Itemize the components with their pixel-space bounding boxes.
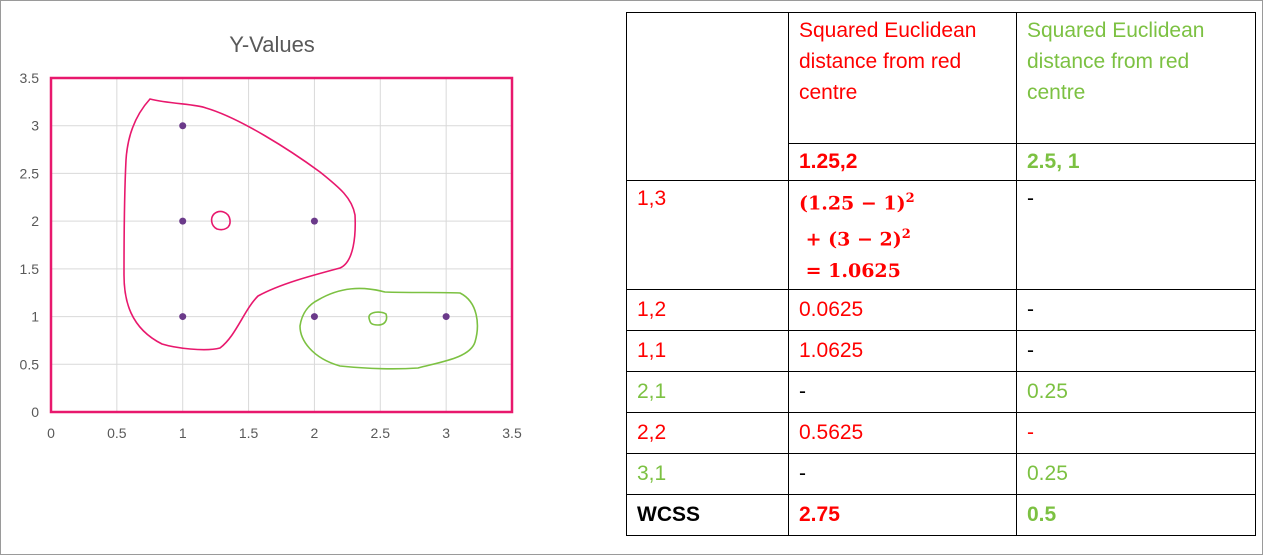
x-tick-label: 1	[179, 425, 187, 441]
red-distance: -	[788, 370, 1017, 413]
header-empty-cell	[626, 12, 789, 181]
red-distance: 1.0625	[788, 329, 1017, 372]
data-point	[310, 217, 318, 225]
wcss-red-total: 2.75	[788, 493, 1017, 536]
green-cluster-outline	[299, 287, 479, 370]
data-point	[310, 313, 318, 321]
red-distance: -	[788, 452, 1017, 495]
y-tick-label: 3	[31, 118, 39, 134]
y-tick-label: 0	[31, 404, 39, 420]
data-point	[179, 122, 187, 130]
green-distance: 0.25	[1016, 370, 1256, 413]
green-centre-coords: 2.5, 1	[1016, 143, 1256, 181]
point-label: 2,1	[626, 370, 789, 413]
y-tick-label: 0.5	[20, 356, 40, 372]
x-tick-label: 0.5	[107, 425, 127, 441]
red-distance: 0.0625	[788, 288, 1017, 331]
green-centre-mark	[368, 311, 388, 326]
x-tick-label: 1.5	[239, 425, 259, 441]
cluster-annotations	[123, 98, 479, 370]
point-label: 3,1	[626, 452, 789, 495]
wcss-green-total: 0.5	[1016, 493, 1256, 536]
point-label: 1,3	[626, 180, 789, 290]
formula-line-2: + (3 − 2)	[805, 228, 902, 251]
wcss-label: WCSS	[626, 493, 789, 536]
formula-exponent: 2	[905, 191, 915, 206]
red-centre-coords: 1.25,2	[788, 143, 1017, 181]
distance-table: Squared Euclidean distance from red cent…	[626, 12, 1256, 536]
data-point	[442, 313, 450, 321]
data-points	[179, 122, 450, 321]
y-tick-label: 1	[31, 309, 39, 325]
header-col-red: Squared Euclidean distance from red cent…	[788, 12, 1017, 144]
y-tick-label: 2	[31, 213, 39, 229]
y-tick-label: 1.5	[20, 261, 40, 277]
green-distance: -	[1016, 411, 1256, 454]
point-label: 1,1	[626, 329, 789, 372]
green-distance: -	[1016, 180, 1256, 290]
table-row: 2,1 - 0.25	[626, 370, 1256, 413]
data-point	[179, 217, 187, 225]
wcss-row: WCSS 2.75 0.5	[626, 493, 1256, 536]
point-label: 2,2	[626, 411, 789, 454]
header-col-green: Squared Euclidean distance from red cent…	[1016, 12, 1256, 144]
table-header-row: Squared Euclidean distance from red cent…	[626, 12, 1256, 181]
table-row: 1,2 0.0625 -	[626, 288, 1256, 331]
y-tick-label: 3.5	[20, 70, 40, 86]
x-tick-label: 0	[47, 425, 55, 441]
distance-formula: (1.25 − 1)2 + (3 − 2)2 = 1.0625	[788, 180, 1017, 290]
y-tick-label: 2.5	[20, 165, 40, 181]
table-row: 1,3 (1.25 − 1)2 + (3 − 2)2 = 1.0625 -	[626, 180, 1256, 290]
x-tick-label: 2	[311, 425, 319, 441]
x-tick-label: 3	[442, 425, 450, 441]
chart-title: Y-Values	[229, 32, 315, 57]
plot-area-border	[49, 76, 514, 414]
green-distance: -	[1016, 288, 1256, 331]
red-centre-mark	[210, 210, 231, 231]
formula-exponent: 2	[901, 227, 911, 243]
table-row: 2,2 0.5625 -	[626, 411, 1256, 454]
point-label: 1,2	[626, 288, 789, 331]
x-tick-label: 3.5	[502, 425, 522, 441]
green-distance: -	[1016, 329, 1256, 372]
chart-tick-labels: 0 0.5 1 1.5 2 2.5 3 3.5 0 0.5 1 1.5 2 2.5 3 3.5	[20, 70, 522, 441]
green-distance: 0.25	[1016, 452, 1256, 495]
scatter-chart: Y-Values 0 0.5 1 1.5 2 2.5 3 3.5 0 0.5 1 1.5 2 2.5 3 3.…	[20, 32, 522, 441]
formula-line-1: (1.25 − 1)	[799, 192, 906, 215]
centre-row: 1.25,2 2.5, 1	[627, 143, 1256, 181]
data-point	[179, 313, 187, 321]
red-distance: 0.5625	[788, 411, 1017, 454]
red-cluster-outline	[123, 98, 357, 351]
formula-line-3: = 1.0625	[805, 259, 901, 282]
x-tick-label: 2.5	[371, 425, 391, 441]
table-row: 3,1 - 0.25	[626, 452, 1256, 495]
table-row: 1,1 1.0625 -	[626, 329, 1256, 372]
